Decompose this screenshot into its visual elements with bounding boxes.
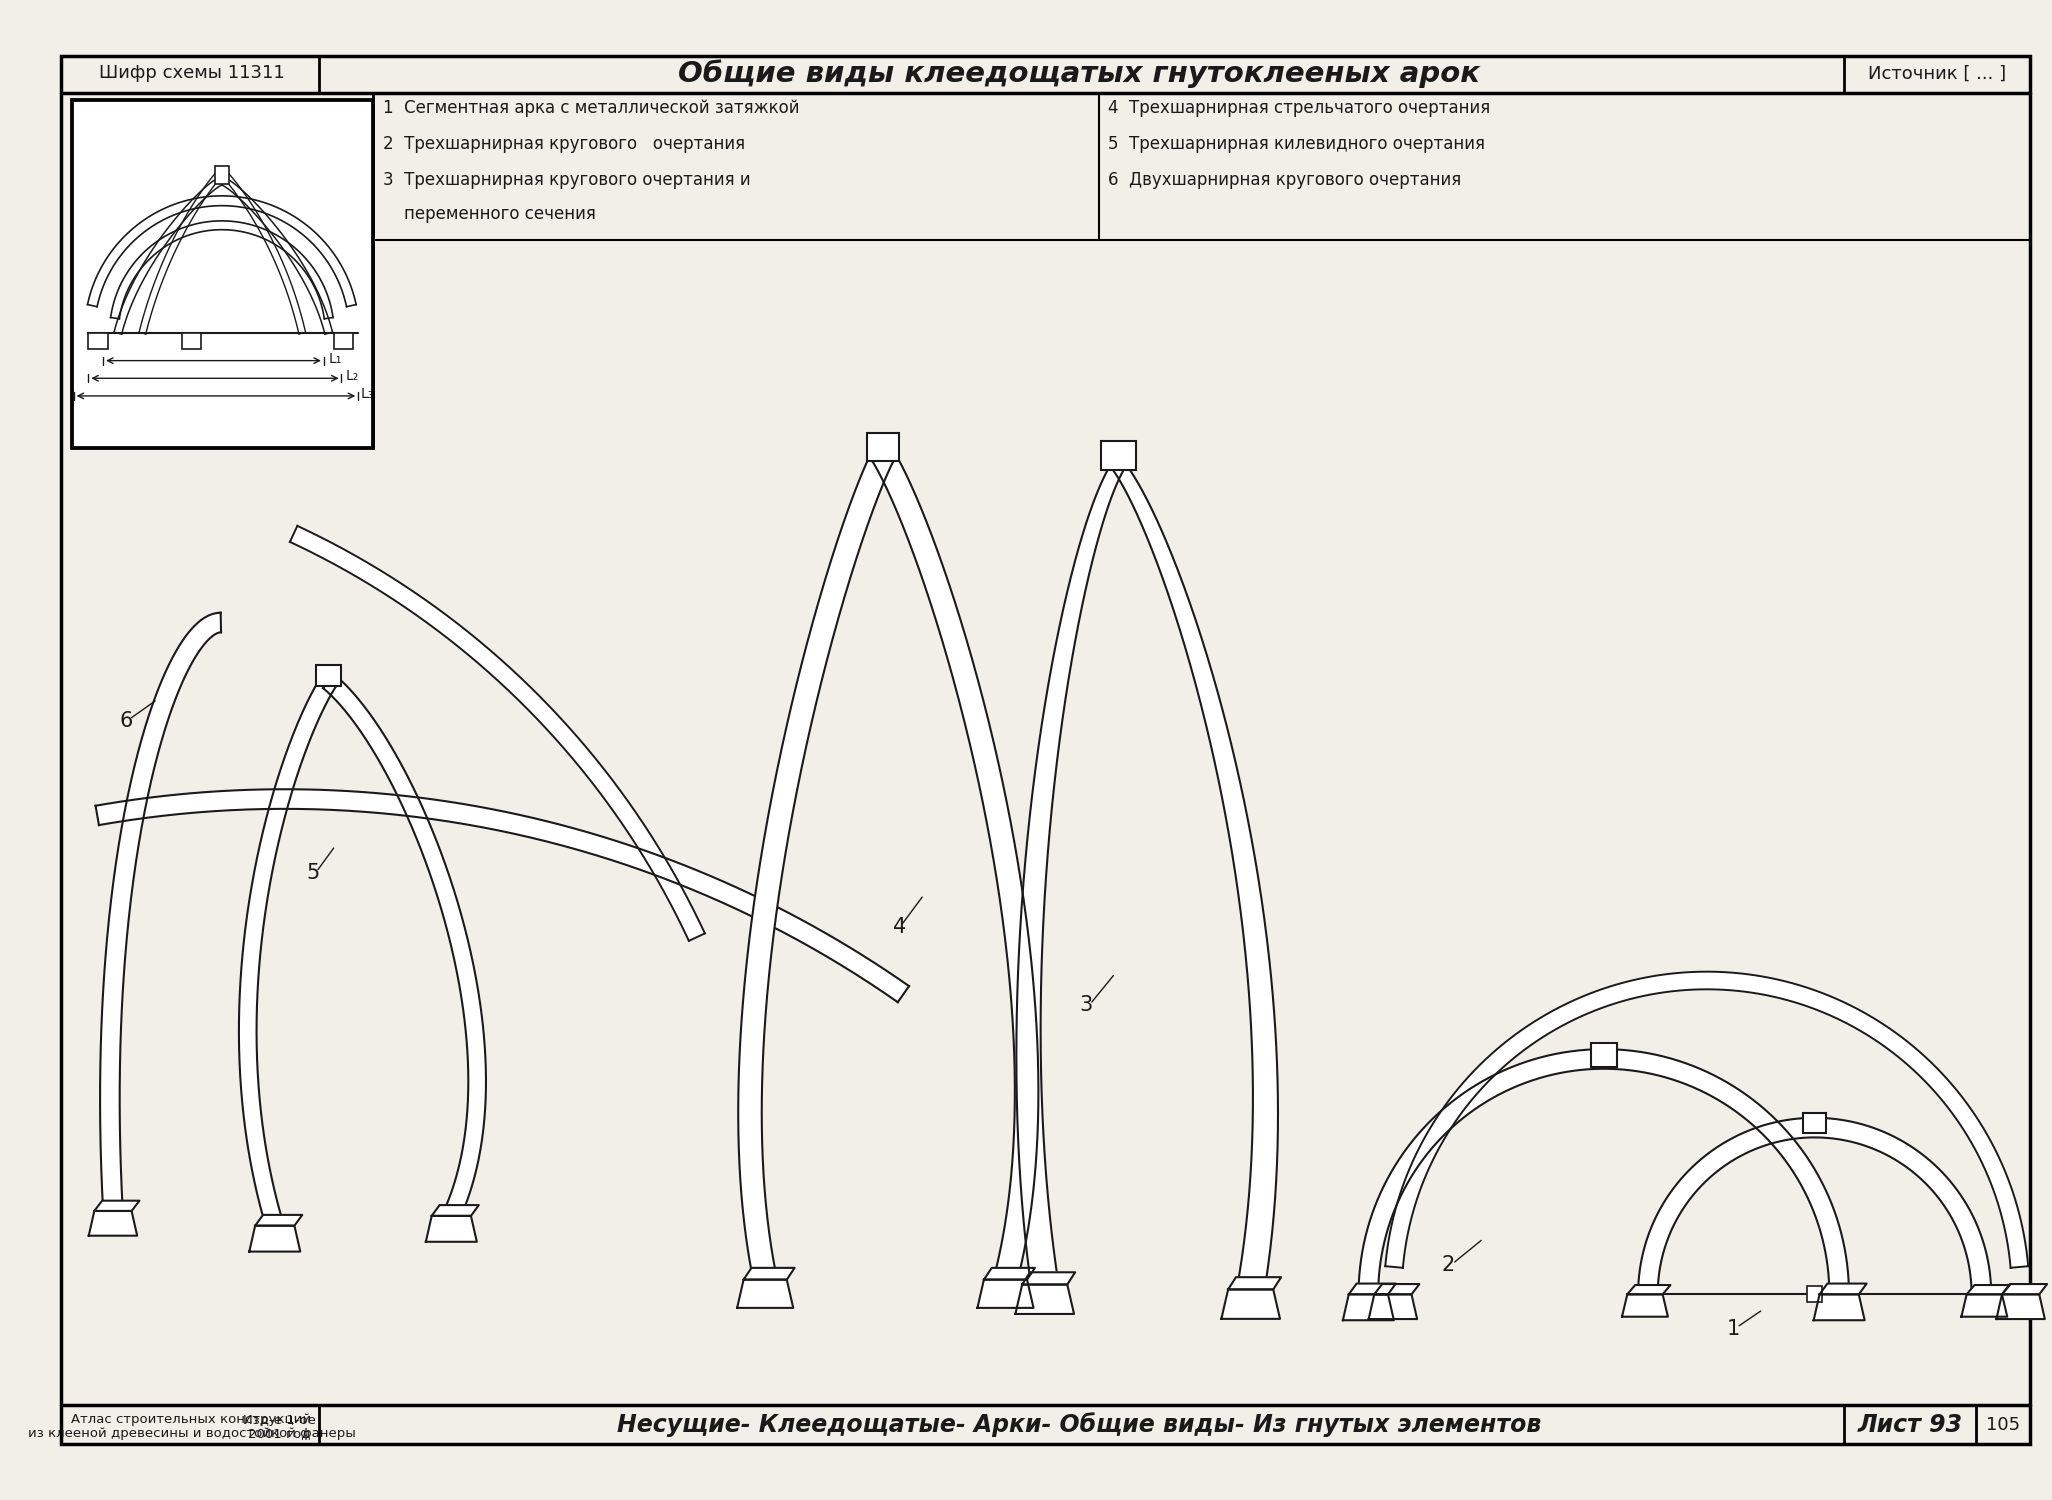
Polygon shape: [1348, 1284, 1395, 1294]
Polygon shape: [1627, 1286, 1670, 1294]
Polygon shape: [1820, 1284, 1867, 1294]
Polygon shape: [872, 450, 1038, 1282]
Text: 1  Сегментная арка с металлической затяжкой: 1 Сегментная арка с металлической затяжк…: [382, 99, 798, 117]
Polygon shape: [222, 177, 332, 334]
Polygon shape: [1814, 1294, 1865, 1320]
Polygon shape: [88, 196, 357, 306]
Text: 2: 2: [1443, 1256, 1455, 1275]
Polygon shape: [1375, 1284, 1420, 1294]
Polygon shape: [2003, 1284, 2048, 1294]
Polygon shape: [94, 1200, 140, 1210]
Polygon shape: [322, 675, 486, 1220]
Text: L₁: L₁: [328, 351, 343, 366]
Polygon shape: [1966, 1286, 2009, 1294]
Polygon shape: [1229, 1276, 1280, 1290]
Text: Лист 93: Лист 93: [1857, 1413, 1962, 1437]
Polygon shape: [220, 168, 306, 334]
Bar: [1804, 1113, 1826, 1132]
Bar: [72, 99, 371, 447]
Polygon shape: [111, 220, 332, 320]
Polygon shape: [1221, 1290, 1280, 1318]
Text: Несущие- Клеедощатые- Арки- Общие виды- Из гнутых элементов: Несущие- Клеедощатые- Арки- Общие виды- …: [618, 1413, 1541, 1437]
Polygon shape: [1358, 1048, 1849, 1294]
Polygon shape: [115, 177, 222, 334]
Polygon shape: [1962, 1294, 2007, 1317]
Polygon shape: [248, 1226, 300, 1251]
Bar: [334, 333, 353, 350]
Polygon shape: [88, 1210, 137, 1236]
Text: 2001 год: 2001 год: [248, 1426, 312, 1440]
Polygon shape: [1342, 1294, 1393, 1320]
Text: 105: 105: [1986, 1416, 2019, 1434]
Bar: [868, 433, 899, 460]
Bar: [1590, 1044, 1617, 1066]
Text: 5: 5: [306, 862, 320, 882]
Text: Шифр схемы 11311: Шифр схемы 11311: [98, 64, 285, 82]
Polygon shape: [289, 526, 706, 940]
Bar: [215, 166, 228, 184]
Text: 4: 4: [893, 916, 905, 936]
Text: 4  Трехшарнирная стрельчатого очертания: 4 Трехшарнирная стрельчатого очертания: [1108, 99, 1490, 117]
Polygon shape: [1022, 1272, 1075, 1284]
Polygon shape: [1621, 1294, 1668, 1317]
Polygon shape: [743, 1268, 794, 1280]
Text: из клееной древесины и водостойкой фанеры: из клееной древесины и водостойкой фанер…: [27, 1426, 355, 1440]
Polygon shape: [101, 612, 222, 1212]
Text: Атлас строительных конструкций: Атлас строительных конструкций: [72, 1413, 312, 1426]
Polygon shape: [431, 1204, 478, 1216]
Text: Изд-е 1-ое: Изд-е 1-ое: [244, 1413, 316, 1426]
Text: 3  Трехшарнирная кругового очертания и: 3 Трехшарнирная кругового очертания и: [382, 171, 751, 189]
Text: 6: 6: [119, 711, 133, 730]
Text: 6  Двухшарнирная кругового очертания: 6 Двухшарнирная кругового очертания: [1108, 171, 1461, 189]
Text: 2  Трехшарнирная кругового   очертания: 2 Трехшарнирная кругового очертания: [382, 135, 745, 153]
Polygon shape: [238, 676, 337, 1228]
Text: 3: 3: [1079, 994, 1092, 1016]
Polygon shape: [1016, 1284, 1073, 1314]
Text: Источник [ ... ]: Источник [ ... ]: [1867, 64, 2007, 82]
Text: 5  Трехшарнирная килевидного очертания: 5 Трехшарнирная килевидного очертания: [1108, 135, 1486, 153]
Polygon shape: [1637, 1118, 1990, 1294]
Text: L₃: L₃: [361, 387, 373, 400]
Polygon shape: [1112, 462, 1278, 1292]
Text: переменного сечения: переменного сечения: [382, 204, 595, 222]
Text: Общие виды клеедощатых гнутоклееных арок: Общие виды клеедощатых гнутоклееных арок: [677, 58, 1479, 87]
Bar: [70, 99, 373, 448]
Polygon shape: [739, 450, 893, 1282]
Polygon shape: [983, 1268, 1034, 1280]
Polygon shape: [977, 1280, 1034, 1308]
Polygon shape: [1369, 1294, 1418, 1318]
Polygon shape: [427, 1216, 476, 1242]
Bar: [1100, 441, 1137, 471]
Text: L₂: L₂: [345, 369, 359, 384]
Polygon shape: [96, 789, 909, 1002]
Bar: [88, 333, 109, 350]
Polygon shape: [254, 1215, 302, 1225]
Bar: [72, 99, 371, 447]
Text: 1: 1: [1726, 1318, 1740, 1338]
Polygon shape: [1385, 972, 2027, 1268]
Polygon shape: [1997, 1294, 2046, 1318]
Bar: [316, 664, 341, 686]
Polygon shape: [737, 1280, 794, 1308]
Bar: [1808, 1287, 1822, 1302]
Bar: [183, 333, 201, 350]
Polygon shape: [1016, 462, 1124, 1287]
Polygon shape: [140, 168, 224, 334]
